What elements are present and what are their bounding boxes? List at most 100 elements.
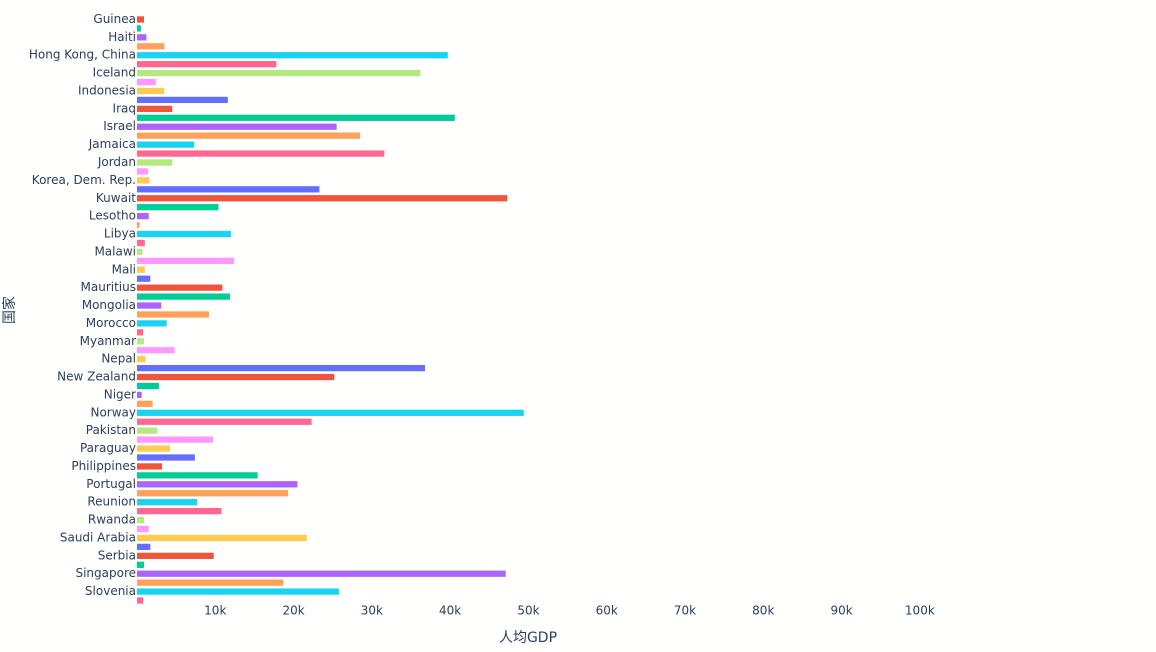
bar — [137, 454, 195, 461]
bar — [137, 34, 147, 41]
bar — [137, 132, 361, 139]
y-tick-label: Pakistan — [86, 423, 136, 437]
bar — [137, 293, 231, 300]
bar — [137, 463, 163, 470]
bar — [137, 266, 145, 273]
bar — [137, 186, 320, 193]
y-tick-label: Jordan — [97, 155, 136, 169]
y-tick-label: Mongolia — [82, 298, 136, 312]
y-tick-label: Serbia — [98, 548, 136, 562]
y-tick-label: Saudi Arabia — [60, 530, 136, 544]
bar — [137, 204, 219, 211]
x-tick-label: 30k — [361, 604, 383, 618]
bar — [137, 400, 153, 407]
y-tick-label: Hong Kong, China — [29, 48, 136, 62]
bar — [137, 159, 173, 166]
y-tick-label: Singapore — [75, 566, 136, 580]
bar — [137, 570, 506, 577]
bar — [137, 284, 223, 291]
x-tick-label: 70k — [674, 604, 696, 618]
bar — [137, 445, 170, 452]
bar — [137, 114, 455, 121]
y-tick-label: Rwanda — [88, 513, 136, 527]
bar — [137, 150, 385, 157]
bar — [137, 16, 145, 23]
bar — [137, 87, 165, 95]
bar — [137, 221, 140, 229]
y-tick-label: Myanmar — [80, 334, 136, 348]
bar — [137, 239, 145, 247]
y-tick-label: New Zealand — [57, 370, 136, 384]
bar — [137, 561, 145, 568]
bar — [137, 525, 149, 533]
bar — [137, 347, 175, 354]
bar — [137, 588, 339, 595]
bar — [137, 543, 151, 551]
x-tick-label: 60k — [596, 604, 618, 618]
y-tick-label: Iceland — [93, 66, 136, 80]
bar — [137, 552, 214, 559]
bar — [137, 141, 195, 148]
bar — [137, 436, 213, 443]
y-tick-label: Israel — [103, 119, 136, 133]
bar — [137, 579, 284, 586]
bar — [137, 25, 141, 32]
bar — [137, 427, 158, 434]
y-tick-label: Mauritius — [81, 280, 136, 294]
y-tick-label: Korea, Dem. Rep. — [32, 173, 136, 187]
y-axis-title: 国家 — [1, 296, 18, 324]
bar — [137, 311, 210, 318]
bar — [137, 123, 337, 130]
bar — [137, 382, 159, 390]
bar — [137, 597, 144, 604]
x-tick-label: 40k — [439, 604, 461, 618]
bar — [137, 481, 298, 488]
bar — [137, 195, 508, 202]
bar — [137, 248, 143, 256]
y-tick-label: Lesotho — [89, 209, 136, 223]
bar — [137, 43, 165, 50]
y-tick-label: Paraguay — [80, 441, 136, 455]
bar — [137, 490, 289, 497]
bar — [137, 516, 145, 524]
bar — [137, 302, 162, 309]
bar — [137, 105, 173, 112]
y-tick-label: Jamaica — [88, 137, 136, 151]
bar — [137, 534, 307, 542]
y-tick-label: Morocco — [86, 316, 136, 330]
bar — [137, 391, 142, 399]
bar — [137, 52, 448, 59]
bar — [137, 96, 228, 104]
bar — [137, 320, 167, 327]
y-tick-label: Indonesia — [78, 83, 136, 97]
bar — [137, 472, 258, 479]
bar — [137, 499, 198, 506]
y-tick-label: Norway — [90, 405, 136, 419]
y-tick-label: Guinea — [93, 12, 136, 26]
bar — [137, 168, 148, 175]
bar — [137, 338, 145, 345]
y-tick-label: Malawi — [94, 244, 136, 258]
bar — [137, 213, 149, 220]
bar — [137, 275, 151, 282]
y-tick-label: Reunion — [87, 495, 136, 509]
y-tick-label: Philippines — [71, 459, 136, 473]
y-tick-label: Portugal — [86, 477, 136, 491]
bar — [137, 356, 146, 363]
y-tick-label: Haiti — [108, 30, 136, 44]
y-tick-label: Slovenia — [85, 584, 136, 598]
bar — [137, 69, 421, 77]
bar — [137, 230, 231, 238]
bar — [137, 257, 235, 264]
bar — [137, 177, 150, 184]
bar — [137, 418, 312, 425]
x-tick-label: 90k — [830, 604, 852, 618]
bar — [137, 373, 335, 381]
x-tick-label: 10k — [204, 604, 226, 618]
x-tick-label: 20k — [282, 604, 304, 618]
bar — [137, 78, 156, 86]
y-tick-label: Iraq — [113, 101, 136, 115]
x-tick-label: 50k — [517, 604, 539, 618]
x-axis-title: 人均GDP — [499, 630, 557, 646]
